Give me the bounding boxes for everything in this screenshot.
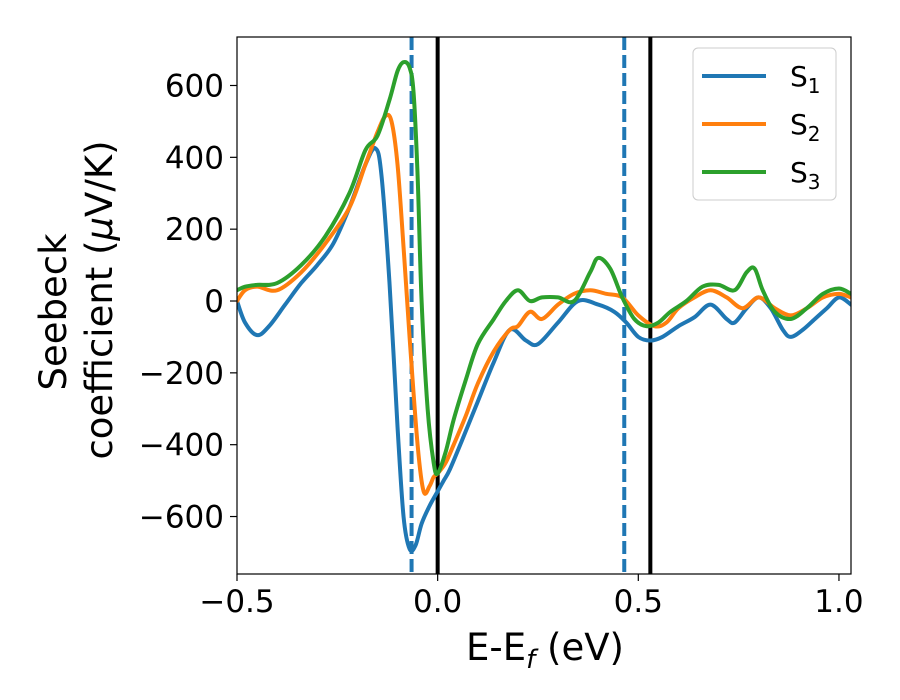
y-tick-label: 400 — [165, 140, 224, 176]
y-axis-title-line2: coefficient (μV/K) — [78, 140, 121, 459]
series-line-s3 — [237, 59, 851, 477]
y-tick-label: 200 — [165, 212, 224, 248]
y-axis-ticks: −600 −400 −200 0 200 400 600 — [139, 68, 237, 536]
legend: S1 S2 S3 — [692, 47, 837, 201]
x-tick-label: 1.0 — [814, 584, 863, 620]
x-tick-label: 0.0 — [413, 584, 462, 620]
x-axis-title: E-Ef (eV) — [466, 626, 624, 675]
y-tick-label: −400 — [139, 428, 224, 464]
series-lines — [237, 59, 851, 553]
x-tick-label: 0.5 — [614, 584, 663, 620]
y-axis-title-mu: μ — [78, 217, 121, 242]
x-axis-ticks: −0.5 0.0 0.5 1.0 — [199, 574, 864, 620]
legend-label-s3: S3 — [790, 156, 821, 194]
legend-label-s1: S1 — [790, 60, 821, 98]
x-axis-title-main: E-E — [466, 626, 526, 669]
y-tick-label: 600 — [165, 68, 224, 104]
y-tick-label: 0 — [204, 284, 224, 320]
reference-lines — [409, 37, 653, 574]
y-tick-label: −600 — [139, 500, 224, 536]
y-axis-title-pre: coefficient ( — [78, 240, 121, 459]
y-axis-title-post: V/K) — [78, 140, 121, 216]
y-axis-title-line1: Seebeck — [32, 233, 75, 391]
x-axis-title-unit: (eV) — [535, 626, 624, 669]
plot-frame — [236, 36, 852, 575]
x-tick-label: −0.5 — [199, 584, 274, 620]
legend-label-s2: S2 — [790, 108, 821, 146]
y-tick-label: −200 — [139, 356, 224, 392]
